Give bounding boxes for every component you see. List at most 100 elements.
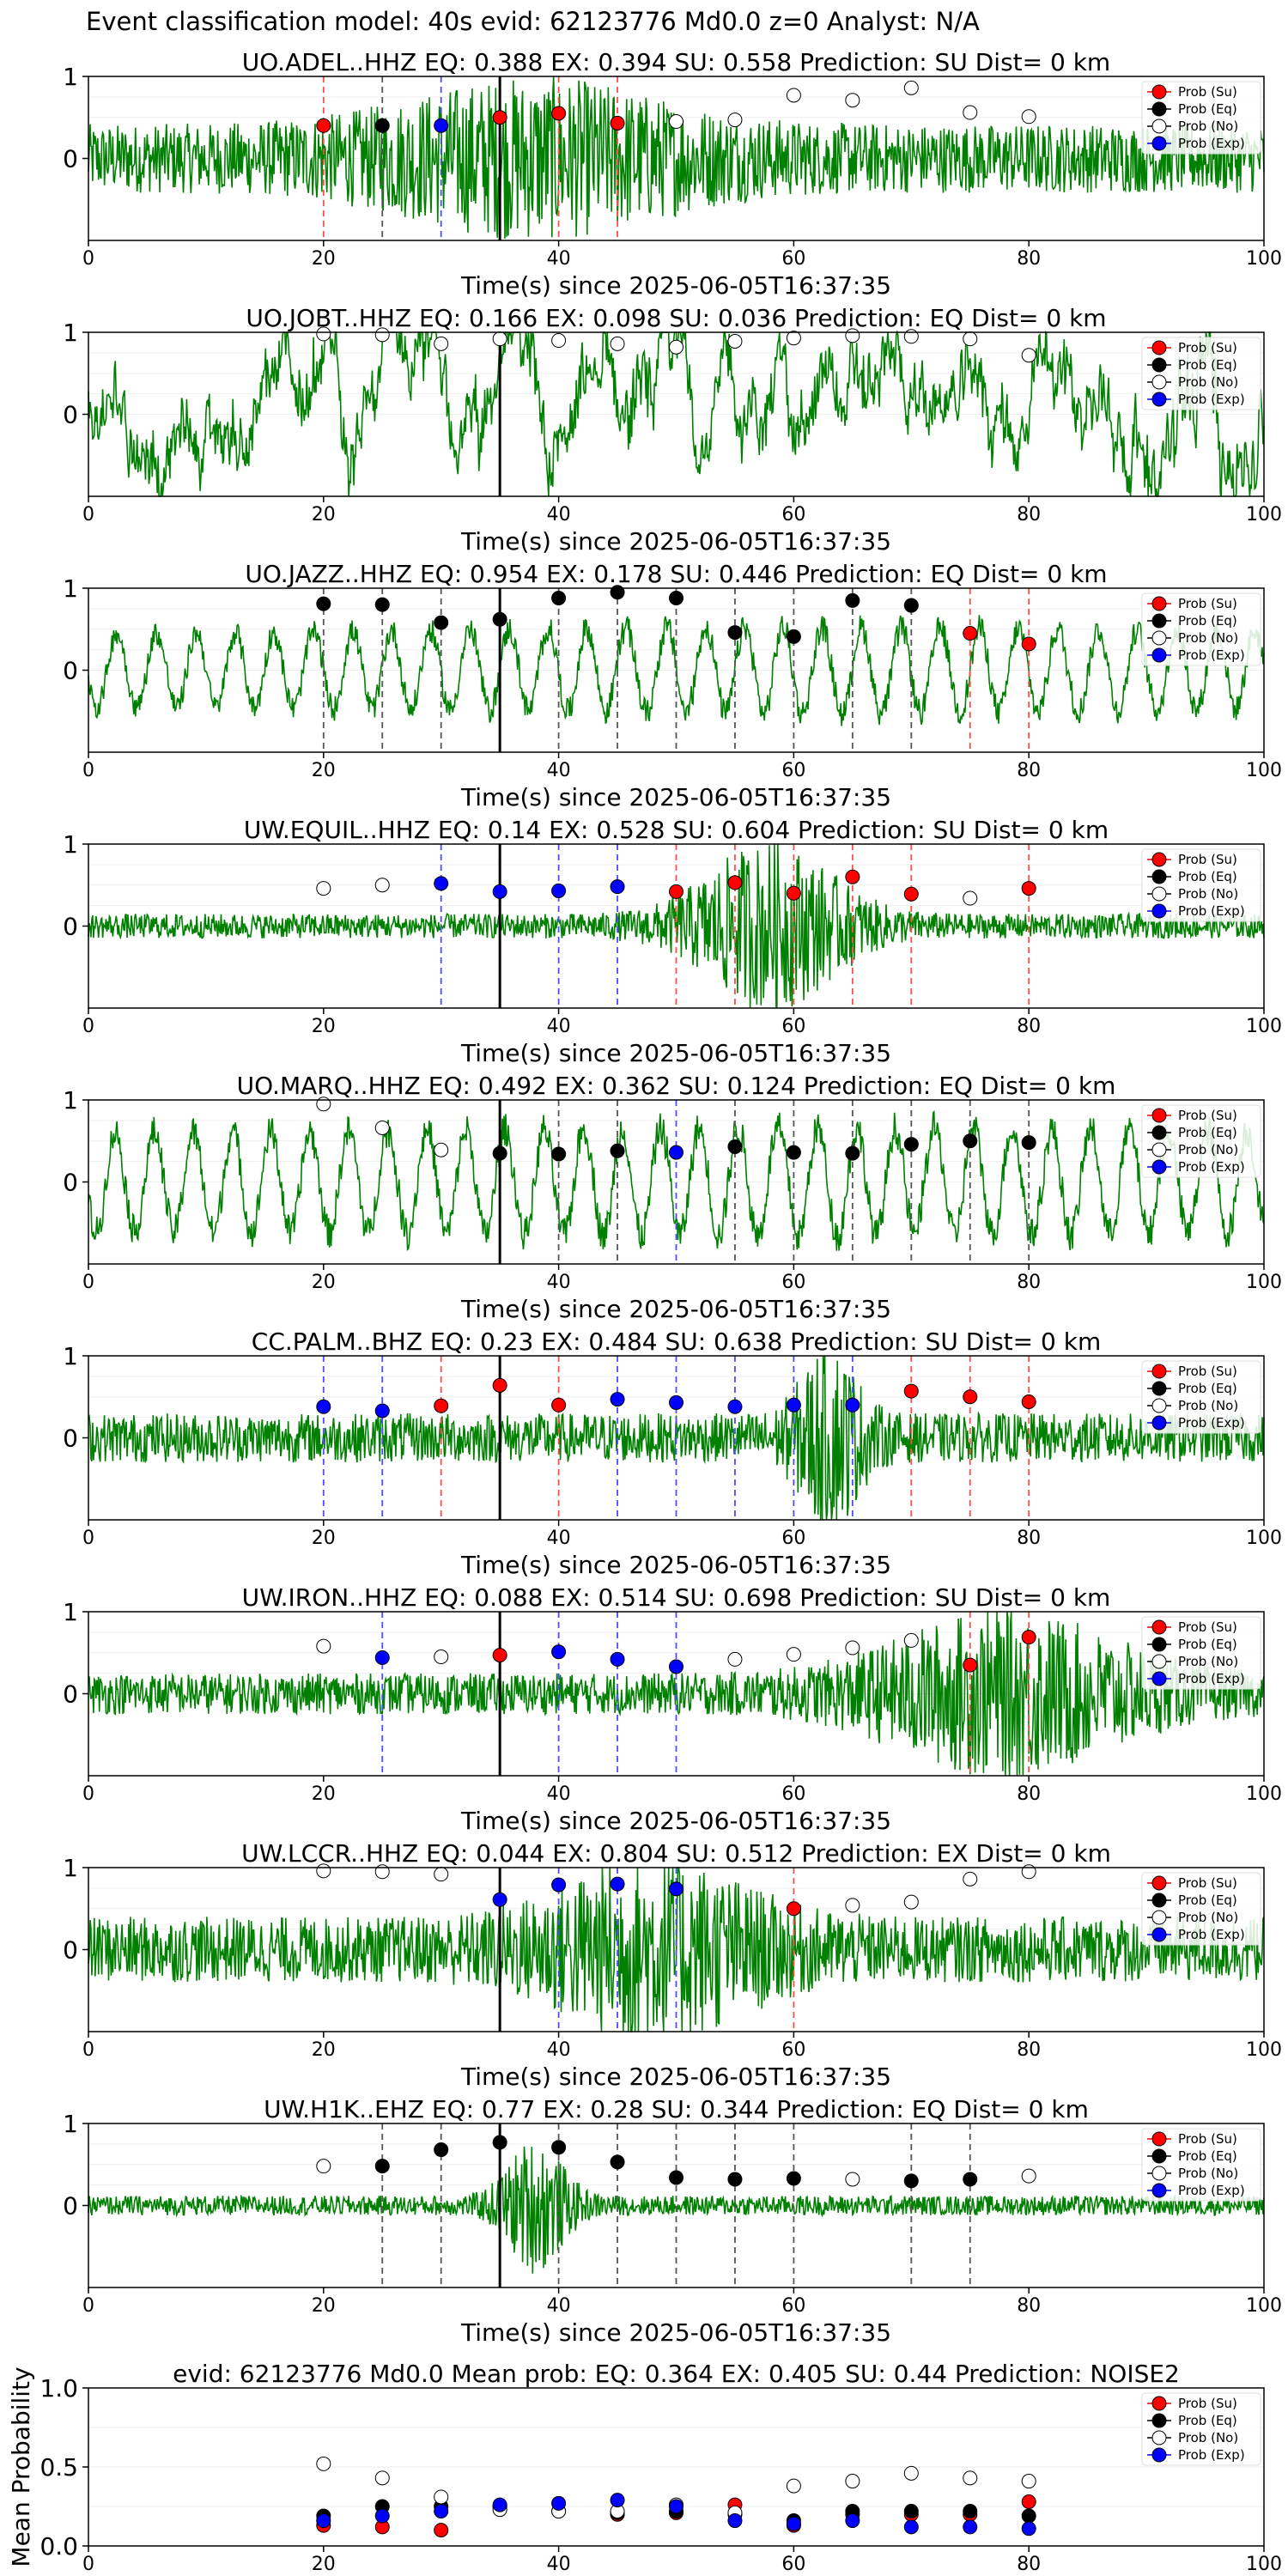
legend-marker (1151, 118, 1167, 134)
mean-prob-point (786, 2516, 801, 2531)
legend-marker (1151, 630, 1167, 646)
prob-point (786, 1145, 801, 1160)
x-tick-label: 100 (1246, 1272, 1282, 1293)
legend-label: Prob (No) (1178, 118, 1238, 134)
legend-marker (1151, 1381, 1167, 1396)
x-tick-label: 80 (1017, 1272, 1041, 1293)
prob-point (374, 327, 390, 343)
legend-label: Prob (Su) (1178, 84, 1237, 100)
x-axis-label: Time(s) since 2025-06-05T16:37:35 (460, 527, 891, 556)
legend-label: Prob (Su) (1178, 852, 1237, 867)
y-tick-label: 0.5 (39, 2453, 78, 2482)
prob-point (669, 1145, 683, 1160)
x-tick-label: 0 (82, 504, 94, 526)
x-tick-label: 0 (82, 248, 94, 270)
y-tick-label: 0 (63, 1680, 78, 1709)
y-tick-label: 0 (63, 145, 78, 173)
prob-point (845, 869, 860, 884)
prob-point (492, 884, 507, 899)
panel-title: UO.JAZZ..HHZ EQ: 0.954 EX: 0.178 SU: 0.4… (245, 560, 1107, 588)
prob-point (669, 2170, 683, 2185)
x-axis-label: Time(s) since 2025-06-05T16:37:35 (460, 2318, 891, 2347)
legend-label: Prob (Su) (1178, 2131, 1237, 2147)
prob-point (610, 879, 625, 895)
prob-point (786, 629, 801, 644)
prob-point (434, 336, 449, 351)
prob-point (727, 875, 743, 890)
x-tick-label: 20 (312, 1016, 336, 1037)
mean-prob-point (434, 2523, 449, 2538)
prob-point (786, 1397, 801, 1413)
legend-label: Prob (Su) (1178, 1619, 1237, 1635)
legend-label: Prob (Eq) (1178, 613, 1237, 629)
prob-point (316, 596, 331, 611)
legend-box (1141, 592, 1261, 666)
y-tick-label: 1 (63, 1086, 78, 1115)
mean-prob-point (845, 2513, 860, 2529)
y-tick-label: 0 (63, 657, 78, 685)
prob-point (903, 886, 919, 902)
legend-box (1141, 1872, 1261, 1946)
station-panel: CC.PALM..BHZ EQ: 0.23 EX: 0.484 SU: 0.63… (63, 1327, 1282, 1579)
legend-label: Prob (No) (1178, 1910, 1238, 1925)
station-panel: UO.MARQ..HHZ EQ: 0.492 EX: 0.362 SU: 0.1… (63, 1072, 1282, 1323)
mean-prob-panel: evid: 62123776 Md0.0 Mean prob: EQ: 0.36… (7, 2360, 1282, 2575)
legend-marker (1151, 357, 1167, 373)
prob-point (434, 2142, 449, 2158)
x-tick-label: 60 (781, 760, 805, 781)
legend-marker (1151, 613, 1167, 629)
legend-marker (1151, 1654, 1167, 1669)
prob-point (903, 2173, 919, 2189)
x-tick-label: 40 (547, 1272, 571, 1293)
prob-point (727, 625, 743, 641)
legend-label: Prob (No) (1178, 886, 1238, 902)
station-panel: UW.EQUIL..HHZ EQ: 0.14 EX: 0.528 SU: 0.6… (63, 816, 1282, 1067)
legend-box (1141, 1360, 1261, 1434)
legend-box (1141, 1616, 1261, 1690)
prob-point (903, 1383, 919, 1399)
legend-box (1141, 81, 1261, 155)
prob-point (610, 115, 625, 131)
y-tick-label: 0 (63, 1169, 78, 1197)
prob-point (727, 334, 743, 349)
legend-label: Prob (Exp) (1178, 2447, 1245, 2463)
legend-label: Prob (No) (1178, 1398, 1238, 1413)
legend-label: Prob (No) (1178, 1142, 1238, 1157)
prob-point (551, 1877, 567, 1893)
prob-point (316, 1399, 331, 1414)
mean-prob-point (903, 2465, 919, 2481)
waveform-trace (88, 1355, 1265, 1521)
prob-point (963, 890, 978, 906)
prob-point (845, 1640, 860, 1656)
prob-point (669, 1394, 683, 1410)
legend-marker (1151, 1671, 1167, 1686)
y-tick-label: 0 (63, 1425, 78, 1453)
x-tick-label: 100 (1246, 1016, 1282, 1037)
prob-point (1021, 1630, 1036, 1645)
legend-label: Prob (Exp) (1178, 647, 1245, 663)
legend-label: Prob (Exp) (1178, 1671, 1245, 1686)
x-axis-label: Time(s) since 2025-06-05T16:37:35 (460, 2063, 891, 2091)
legend-label: Prob (Eq) (1178, 1125, 1237, 1140)
prob-point (610, 1392, 625, 1407)
x-tick-label: 0 (82, 2554, 94, 2575)
panel-title: UW.H1K..EHZ EQ: 0.77 EX: 0.28 SU: 0.344 … (264, 2095, 1089, 2123)
legend-box (1141, 337, 1261, 410)
y-tick-label: 1 (63, 2110, 78, 2138)
prob-point (492, 1648, 507, 1663)
legend-label: Prob (No) (1178, 630, 1238, 646)
x-axis-label: Time(s) since 2025-06-05T16:37:35 (460, 783, 891, 811)
prob-point (845, 328, 860, 343)
legend-marker (1151, 1893, 1167, 1908)
prob-point (434, 615, 449, 630)
legend-label: Prob (Exp) (1178, 1159, 1245, 1175)
x-tick-label: 80 (1017, 504, 1041, 526)
x-tick-label: 60 (781, 2039, 805, 2061)
y-tick-label: 1 (63, 1342, 78, 1370)
prob-point (434, 1867, 449, 1882)
prob-point (492, 331, 507, 347)
legend-marker (1151, 1125, 1167, 1140)
y-tick-label: 0 (63, 2192, 78, 2221)
prob-point (551, 2140, 567, 2155)
